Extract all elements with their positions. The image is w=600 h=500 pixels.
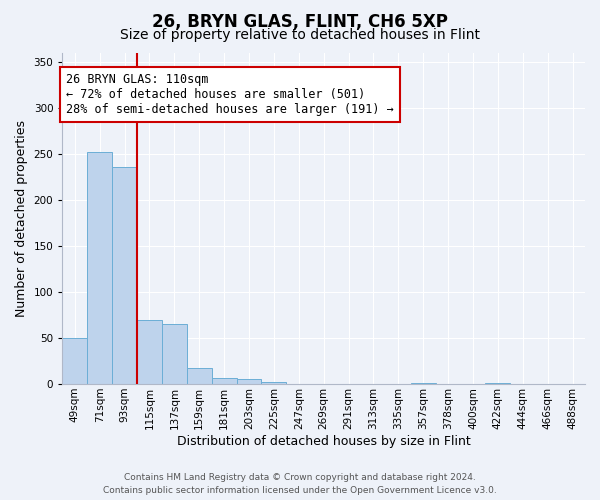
Bar: [62, 338, 87, 384]
Text: Size of property relative to detached houses in Flint: Size of property relative to detached ho…: [120, 28, 480, 42]
Bar: [262, 382, 286, 384]
Bar: [411, 383, 436, 384]
Text: Contains HM Land Registry data © Crown copyright and database right 2024.
Contai: Contains HM Land Registry data © Crown c…: [103, 473, 497, 495]
Text: 26 BRYN GLAS: 110sqm
← 72% of detached houses are smaller (501)
28% of semi-deta: 26 BRYN GLAS: 110sqm ← 72% of detached h…: [66, 73, 394, 116]
Text: 26, BRYN GLAS, FLINT, CH6 5XP: 26, BRYN GLAS, FLINT, CH6 5XP: [152, 12, 448, 30]
Bar: [485, 383, 511, 384]
Y-axis label: Number of detached properties: Number of detached properties: [15, 120, 28, 317]
Bar: [162, 324, 187, 384]
Bar: [236, 380, 262, 384]
X-axis label: Distribution of detached houses by size in Flint: Distribution of detached houses by size …: [177, 434, 470, 448]
Bar: [87, 152, 112, 384]
Bar: [112, 166, 137, 384]
Bar: [187, 368, 212, 384]
Bar: [212, 378, 236, 384]
Bar: [137, 320, 162, 384]
